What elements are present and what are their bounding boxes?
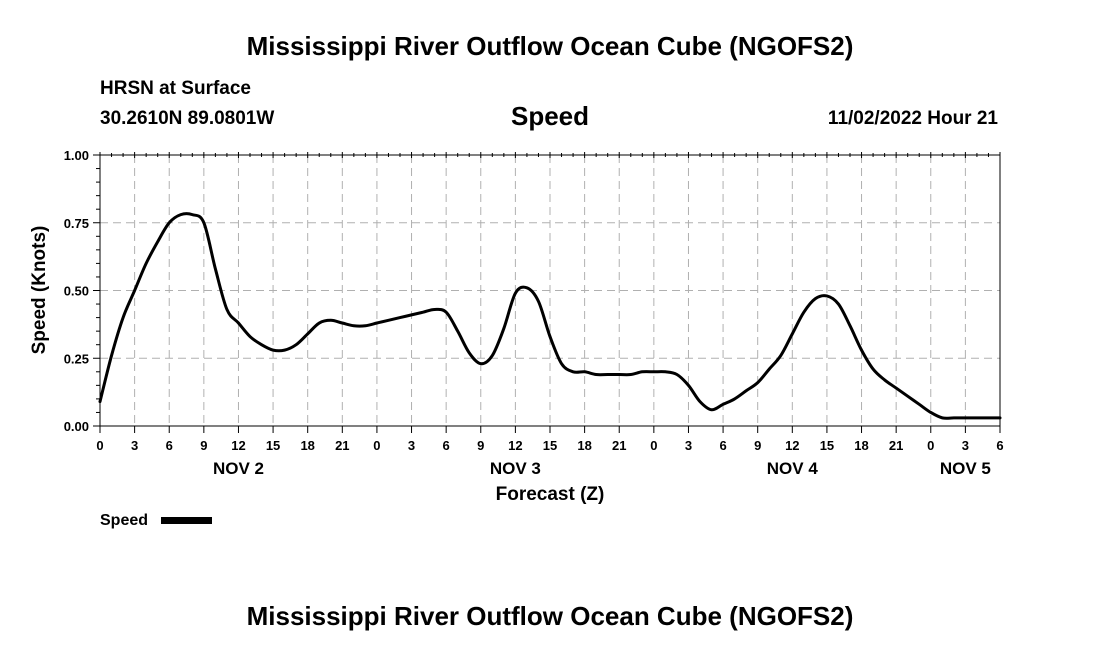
- x-tick-label: 21: [889, 438, 903, 453]
- station-label: HRSN at Surface: [100, 78, 251, 99]
- y-tick-label: 0.75: [64, 216, 89, 231]
- y-tick-label: 0.50: [64, 284, 89, 299]
- day-label: NOV 3: [490, 459, 541, 478]
- x-tick-label: 12: [785, 438, 799, 453]
- x-tick-label: 15: [543, 438, 557, 453]
- y-axis: 0.00 0.25 0.50 0.75 1.00: [64, 148, 100, 434]
- x-tick-label: 0: [373, 438, 380, 453]
- legend-swatch: [161, 517, 212, 524]
- x-axis: 0 3 6 9 12 15 18 21 0 3 6 9 12 15 18 21 0 3 6 9 12 15 18 21 0 3 6: [96, 152, 1004, 453]
- x-tick-label: 3: [131, 438, 138, 453]
- y-axis-title: Speed (Knots): [29, 226, 50, 355]
- grid-lines: [100, 155, 1000, 426]
- x-tick-label: 15: [820, 438, 834, 453]
- day-labels: NOV 2 NOV 3 NOV 4 NOV 5: [213, 459, 991, 478]
- day-label: NOV 4: [767, 459, 819, 478]
- chart-subtitle: Speed: [511, 101, 589, 131]
- speed-series-line: [98, 212, 1002, 420]
- y-tick-label: 0.25: [64, 351, 89, 366]
- x-tick-label: 18: [577, 438, 591, 453]
- x-tick-label: 9: [754, 438, 761, 453]
- x-tick-label: 9: [477, 438, 484, 453]
- day-label: NOV 5: [940, 459, 991, 478]
- x-tick-label: 6: [166, 438, 173, 453]
- x-tick-label: 0: [650, 438, 657, 453]
- x-tick-label: 0: [927, 438, 934, 453]
- x-tick-label: 3: [408, 438, 415, 453]
- x-tick-label: 6: [996, 438, 1003, 453]
- x-tick-label: 6: [443, 438, 450, 453]
- footer-title: Mississippi River Outflow Ocean Cube (NG…: [247, 601, 854, 631]
- x-tick-label: 21: [335, 438, 349, 453]
- y-tick-label: 1.00: [64, 148, 89, 163]
- chart-title: Mississippi River Outflow Ocean Cube (NG…: [247, 31, 854, 61]
- x-tick-label: 21: [612, 438, 626, 453]
- day-label: NOV 2: [213, 459, 264, 478]
- x-tick-label: 6: [719, 438, 726, 453]
- x-tick-label: 18: [854, 438, 868, 453]
- x-tick-label: 18: [300, 438, 314, 453]
- x-tick-label: 12: [231, 438, 245, 453]
- datetime-label: 11/02/2022 Hour 21: [828, 108, 998, 129]
- x-tick-label: 9: [200, 438, 207, 453]
- x-tick-label: 15: [266, 438, 280, 453]
- x-tick-label: 3: [685, 438, 692, 453]
- x-axis-title: Forecast (Z): [496, 484, 605, 505]
- x-tick-label: 0: [96, 438, 103, 453]
- x-tick-label: 12: [508, 438, 522, 453]
- y-tick-label: 0.00: [64, 419, 89, 434]
- location-label: 30.2610N 89.0801W: [100, 108, 274, 129]
- x-tick-label: 3: [962, 438, 969, 453]
- legend-label: Speed: [100, 512, 148, 529]
